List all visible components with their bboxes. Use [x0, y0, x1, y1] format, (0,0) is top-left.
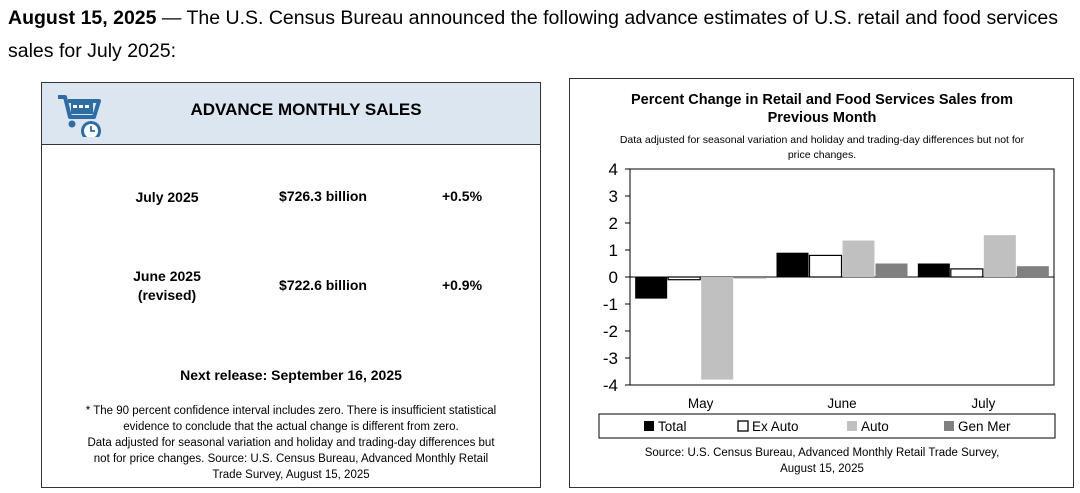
release-date: August 15, 2025 [8, 7, 157, 29]
bar-ex-auto-july [950, 268, 984, 278]
legend-label: Total [658, 419, 687, 434]
footnote-line: Trade Survey, August 15, 2025 [212, 469, 370, 481]
chart-subtitle-line1: Data adjusted for seasonal variation and… [620, 134, 1025, 146]
bar-gen-mer-may [734, 277, 767, 279]
chart-panel: Percent Change in Retail and Food Servic… [569, 78, 1074, 488]
period-label: July 2025 [135, 189, 199, 205]
pct-change: +0.5% [441, 188, 483, 204]
legend-label: Gen Mer [958, 419, 1011, 434]
legend-label: Auto [861, 419, 889, 434]
y-tick-label: 4 [609, 160, 618, 179]
panel-title: ADVANCE MONTHLY SALES [190, 100, 422, 119]
bar-ex-auto-may [667, 276, 701, 281]
bar-total-july [917, 263, 950, 277]
y-tick-label: 0 [609, 268, 618, 287]
chart-subtitle-line2: price changes. [788, 149, 856, 161]
bar-auto-july [983, 235, 1016, 277]
bar-total-june [776, 252, 809, 277]
y-tick-label: -1 [603, 295, 618, 314]
chart-source-line2: August 15, 2025 [780, 463, 864, 475]
intro-paragraph: August 15, 2025 — The U.S. Census Bureau… [8, 2, 1074, 68]
y-tick-label: 1 [609, 241, 618, 260]
y-tick-label: 3 [609, 187, 618, 206]
legend-swatch-auto [847, 421, 857, 431]
x-tick-label: July [971, 396, 995, 411]
period-label-line2: (revised) [137, 287, 197, 303]
advance-monthly-sales-panel: ADVANCE MONTHLY SALES July 2025 $726.3 b… [41, 82, 541, 488]
shopping-cart-clock-icon [58, 95, 101, 137]
period-label-line1: June 2025 [133, 268, 201, 284]
x-tick-label: June [827, 396, 856, 411]
period-label: June 2025 (revised) [102, 267, 232, 305]
footnote-line: evidence to conclude that the actual cha… [123, 421, 459, 433]
percent-change-chart: Percent Change in Retail and Food Servic… [598, 92, 1056, 475]
y-tick-label: -3 [603, 349, 618, 368]
bar-ex-auto-june [808, 254, 843, 278]
bar-total-may [635, 277, 668, 299]
footnote-line: * The 90 percent confidence interval inc… [85, 405, 497, 417]
panel-header: ADVANCE MONTHLY SALES [42, 83, 540, 145]
footnote-line: Data adjusted for seasonal variation and… [87, 437, 495, 449]
bar-auto-may [701, 277, 734, 380]
bar-gen-mer-june [875, 263, 908, 277]
next-release: Next release: September 16, 2025 [180, 367, 402, 383]
plot-area: 4 3 2 1 0 -1 -2 -3 -4 May June July Total Ex Auto Auto… [598, 160, 1056, 439]
bar-gen-mer-july [1016, 266, 1049, 277]
intro-text: — The U.S. Census Bureau announced the f… [8, 7, 1058, 62]
sales-amount: $722.6 billion [279, 277, 367, 293]
legend-swatch-gen-mer [944, 421, 954, 431]
x-tick-label: May [688, 396, 714, 411]
legend-label: Ex Auto [752, 419, 799, 434]
y-tick-label: -4 [603, 376, 618, 395]
y-tick-label: 2 [609, 214, 618, 233]
bar-auto-june [842, 240, 875, 277]
y-tick-label: -2 [603, 322, 618, 341]
footnote-line: not for price changes. Source: U.S. Cens… [93, 453, 489, 465]
chart-source-line1: Source: U.S. Census Bureau, Advanced Mon… [645, 447, 1000, 459]
legend-swatch-total [644, 421, 654, 431]
footnote: * The 90 percent confidence interval inc… [50, 403, 532, 483]
legend-swatch-ex-auto [737, 420, 749, 432]
sales-amount: $726.3 billion [279, 188, 367, 204]
pct-change: +0.9% [441, 277, 483, 293]
legend-box [598, 413, 1056, 439]
chart-title-line2: Previous Month [768, 110, 877, 126]
chart-title-line1: Percent Change in Retail and Food Servic… [631, 92, 1013, 108]
